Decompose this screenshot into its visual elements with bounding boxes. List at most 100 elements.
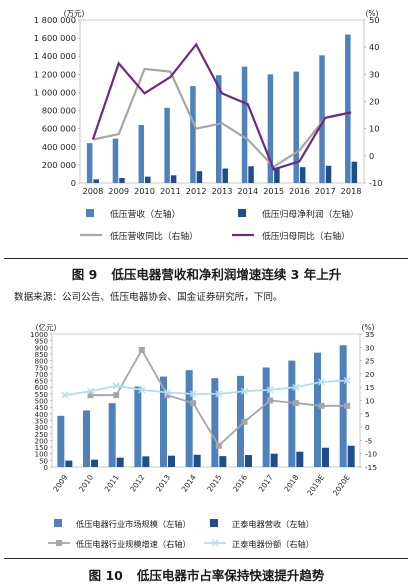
- point-3-6: [215, 390, 223, 398]
- legend-marker-2: [56, 540, 62, 546]
- bar-1-4: [196, 171, 203, 183]
- left-tick-label: 550: [35, 391, 48, 399]
- bar-1-1: [119, 178, 125, 183]
- bar-1-11: [347, 445, 355, 467]
- left-tick-label: 200 000: [42, 160, 76, 170]
- left-tick-label: 850: [35, 351, 48, 359]
- bar-0-0: [86, 143, 93, 183]
- legend-swatch-0: [54, 519, 62, 527]
- bar-1-6: [248, 166, 254, 183]
- bar-0-4: [160, 376, 167, 467]
- point-3-4: [164, 389, 171, 397]
- right-tick-label: -10: [365, 450, 377, 459]
- left-tick-label: 0: [71, 178, 76, 188]
- chart-market-share: (亿元) (%)050100150200250300350400450500550…: [30, 322, 377, 549]
- bar-0-10: [314, 352, 321, 467]
- figure-10-rule: [4, 558, 408, 559]
- left-tick-label: 50: [39, 457, 48, 465]
- point-2-2: [113, 392, 120, 399]
- figure-10-number: 图 10: [88, 568, 123, 583]
- bar-1-0: [93, 179, 99, 183]
- chart-revenue-profit: (万元) (%) 0 200 000 400 000 600 000 800 000 1 00…: [34, 9, 383, 242]
- bar-1-5: [193, 454, 201, 467]
- legend-swatch-1: [238, 209, 246, 217]
- left-tick-label: 100: [35, 451, 48, 459]
- bar-0-3: [134, 386, 142, 467]
- right-tick-label: 50: [369, 15, 380, 25]
- x-tick-label: 2009: [108, 186, 129, 196]
- plot-area: [51, 333, 361, 468]
- left-tick-label: 1 400 000: [34, 51, 76, 61]
- bar-0-8: [262, 367, 270, 467]
- legend-label-0: 低压营收（左轴）: [110, 208, 180, 220]
- x-tick-label: 2009: [51, 473, 69, 494]
- x-tick-label: 2020E: [331, 473, 352, 498]
- x-tick-label: 2010: [134, 186, 155, 196]
- left-tick-label: 700: [35, 371, 48, 379]
- bar-1-8: [270, 453, 278, 467]
- left-tick-label: 950: [35, 338, 48, 346]
- bar-1-2: [145, 176, 151, 183]
- bar-1-7: [274, 167, 280, 183]
- left-tick-label: 500: [35, 398, 48, 406]
- point-3-10: [318, 378, 325, 386]
- bar-0-5: [216, 75, 222, 183]
- line-series-3: [91, 42, 352, 171]
- figure-9-title-row: 图 9 低压电器营收和净利润增速连续 3 年上升: [0, 264, 413, 283]
- right-tick-label: 40: [369, 42, 380, 52]
- point-3-3: [138, 386, 146, 394]
- legend-label-0: 低压电器行业市场规模（左轴）: [76, 519, 191, 529]
- point-2-6: [215, 442, 222, 449]
- point-2-1: [87, 392, 94, 399]
- left-tick-label: 750: [35, 364, 48, 372]
- x-tick-label: 2014: [180, 473, 198, 494]
- right-tick-label: 0: [365, 423, 370, 432]
- x-tick-label: 2011: [103, 473, 121, 494]
- x-tick-label: 2016: [231, 473, 249, 494]
- x-tick-label: 2013: [212, 186, 233, 196]
- right-tick-label: 25: [365, 357, 375, 366]
- bar-1-1: [91, 459, 98, 467]
- left-tick-label: 400: [35, 411, 48, 419]
- bar-1-6: [219, 456, 227, 467]
- x-tick-label: 2011: [160, 186, 181, 196]
- point-3-0: [61, 391, 69, 399]
- left-tick-label: 450: [35, 404, 48, 412]
- right-tick-label: 5: [365, 410, 370, 419]
- x-tick-label: 2018: [282, 473, 300, 494]
- bar-1-7: [245, 455, 252, 467]
- bar-1-9: [325, 165, 332, 183]
- bar-1-3: [142, 456, 150, 467]
- bar-0-3: [164, 107, 170, 183]
- right-axis-unit: (%): [366, 9, 379, 18]
- left-tick-label: 200: [35, 437, 48, 445]
- left-axis-unit: (万元): [64, 9, 85, 18]
- point-2-8: [267, 397, 274, 404]
- left-tick-label: 250: [35, 431, 48, 439]
- bar-1-10: [322, 447, 329, 467]
- x-tick-label: 2012: [186, 186, 207, 196]
- right-tick-label: -15: [365, 463, 377, 472]
- point-2-4: [164, 392, 171, 399]
- point-2-7: [241, 418, 248, 425]
- bar-0-6: [211, 378, 219, 467]
- legend-label-2: 低压营收同比（右轴）: [110, 230, 198, 242]
- point-3-2: [112, 382, 120, 390]
- figure-9-title: 低压电器营收和净利润增速连续 3 年上升: [111, 267, 342, 282]
- bar-0-9: [288, 360, 296, 467]
- bar-0-9: [319, 55, 325, 183]
- right-tick-label: 20: [365, 370, 375, 379]
- right-tick-label: -10: [369, 178, 383, 188]
- point-3-9: [292, 383, 300, 391]
- legend-label-2: 低压电器行业规模增速（右轴）: [76, 539, 191, 549]
- x-tick-label: 2017: [257, 473, 275, 494]
- left-tick-label: 800: [35, 358, 48, 366]
- left-tick-label: 150: [35, 444, 48, 452]
- right-tick-label: 15: [365, 383, 375, 392]
- left-tick-label: 1 800 000: [34, 15, 76, 25]
- left-tick-label: 300: [35, 424, 48, 432]
- line-series-3: [64, 379, 348, 397]
- bar-0-4: [190, 86, 196, 183]
- point-2-10: [318, 402, 325, 409]
- figure-10-title-row: 图 10 低压电器市占率保持快速提升趋势: [0, 565, 413, 584]
